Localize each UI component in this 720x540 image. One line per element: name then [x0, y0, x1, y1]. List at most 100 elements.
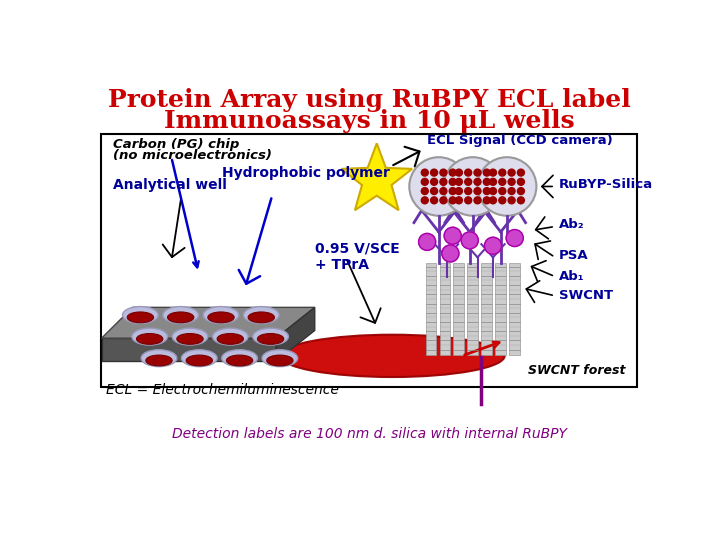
Text: ECL = Electrochemiluminescence: ECL = Electrochemiluminescence [106, 383, 338, 397]
Text: 0.95 V/SCE
+ TPrA: 0.95 V/SCE + TPrA [315, 242, 400, 272]
Bar [426, 262, 436, 355]
Circle shape [490, 169, 497, 176]
Ellipse shape [132, 328, 168, 345]
Ellipse shape [181, 350, 217, 367]
Circle shape [421, 169, 428, 176]
Circle shape [506, 230, 523, 247]
Circle shape [442, 245, 459, 262]
Ellipse shape [262, 350, 297, 367]
Circle shape [477, 157, 536, 215]
Circle shape [449, 197, 456, 204]
Circle shape [444, 157, 503, 215]
Ellipse shape [226, 355, 253, 366]
Circle shape [464, 187, 472, 194]
Circle shape [418, 233, 436, 251]
Circle shape [490, 197, 497, 204]
Ellipse shape [253, 328, 289, 345]
Text: SWCNT forest: SWCNT forest [528, 363, 626, 377]
Circle shape [518, 187, 524, 194]
Bar [439, 262, 451, 355]
Ellipse shape [177, 334, 203, 345]
Text: Hydrophobic polymer: Hydrophobic polymer [222, 166, 390, 180]
Circle shape [499, 197, 505, 204]
Polygon shape [102, 307, 315, 338]
Circle shape [431, 178, 438, 185]
Circle shape [474, 169, 481, 176]
Ellipse shape [137, 334, 163, 345]
Circle shape [409, 157, 468, 215]
Bar [509, 262, 520, 355]
Bar [467, 262, 478, 355]
Circle shape [440, 178, 447, 185]
Ellipse shape [248, 312, 274, 323]
Circle shape [508, 169, 515, 176]
Circle shape [508, 178, 515, 185]
Circle shape [483, 187, 490, 194]
Circle shape [421, 187, 428, 194]
Circle shape [518, 169, 524, 176]
Circle shape [518, 197, 524, 204]
Circle shape [449, 178, 456, 185]
Circle shape [431, 169, 438, 176]
Text: Analytical well: Analytical well [113, 178, 227, 192]
Ellipse shape [258, 334, 284, 345]
Circle shape [483, 169, 490, 176]
Circle shape [490, 178, 497, 185]
Circle shape [518, 178, 524, 185]
Circle shape [499, 178, 505, 185]
Ellipse shape [222, 350, 258, 367]
Circle shape [499, 187, 505, 194]
Text: Ab₂: Ab₂ [559, 219, 585, 232]
Circle shape [483, 178, 490, 185]
Text: Immunoassays in 10 μL wells: Immunoassays in 10 μL wells [163, 110, 575, 133]
Circle shape [485, 237, 502, 254]
Text: Protein Array using RuBPY ECL label: Protein Array using RuBPY ECL label [107, 88, 631, 112]
Circle shape [444, 227, 462, 244]
Circle shape [474, 178, 481, 185]
Ellipse shape [212, 328, 248, 345]
Circle shape [421, 178, 428, 185]
Text: Detection labels are 100 nm d. silica with internal RuBPY: Detection labels are 100 nm d. silica wi… [171, 427, 567, 441]
Text: Ab₁: Ab₁ [559, 270, 585, 283]
Ellipse shape [145, 355, 172, 366]
Bar [454, 262, 464, 355]
Circle shape [440, 187, 447, 194]
Circle shape [462, 232, 478, 249]
Circle shape [464, 169, 472, 176]
Circle shape [499, 169, 505, 176]
Circle shape [456, 197, 462, 204]
Bar [495, 262, 506, 355]
Circle shape [464, 178, 472, 185]
Polygon shape [276, 307, 315, 361]
Ellipse shape [127, 312, 153, 323]
Text: Carbon (PG) chip: Carbon (PG) chip [113, 138, 240, 151]
Circle shape [431, 197, 438, 204]
Ellipse shape [168, 312, 194, 323]
Circle shape [449, 169, 456, 176]
Circle shape [474, 187, 481, 194]
Ellipse shape [280, 335, 505, 377]
Ellipse shape [203, 307, 239, 323]
Ellipse shape [122, 307, 158, 323]
Polygon shape [102, 338, 276, 361]
Circle shape [474, 197, 481, 204]
Text: ECL Signal (CCD camera): ECL Signal (CCD camera) [427, 134, 613, 147]
Ellipse shape [243, 307, 279, 323]
Ellipse shape [163, 307, 199, 323]
Circle shape [440, 169, 447, 176]
Ellipse shape [208, 312, 234, 323]
Ellipse shape [217, 334, 243, 345]
Circle shape [449, 187, 456, 194]
Circle shape [421, 197, 428, 204]
Text: SWCNT: SWCNT [559, 289, 613, 302]
Circle shape [483, 197, 490, 204]
Polygon shape [341, 143, 412, 210]
Circle shape [464, 197, 472, 204]
Bar [482, 262, 492, 355]
Circle shape [456, 169, 462, 176]
Text: PSA: PSA [559, 249, 588, 262]
Bar [101, 134, 637, 387]
Ellipse shape [141, 350, 177, 367]
Ellipse shape [172, 328, 208, 345]
Circle shape [508, 197, 515, 204]
